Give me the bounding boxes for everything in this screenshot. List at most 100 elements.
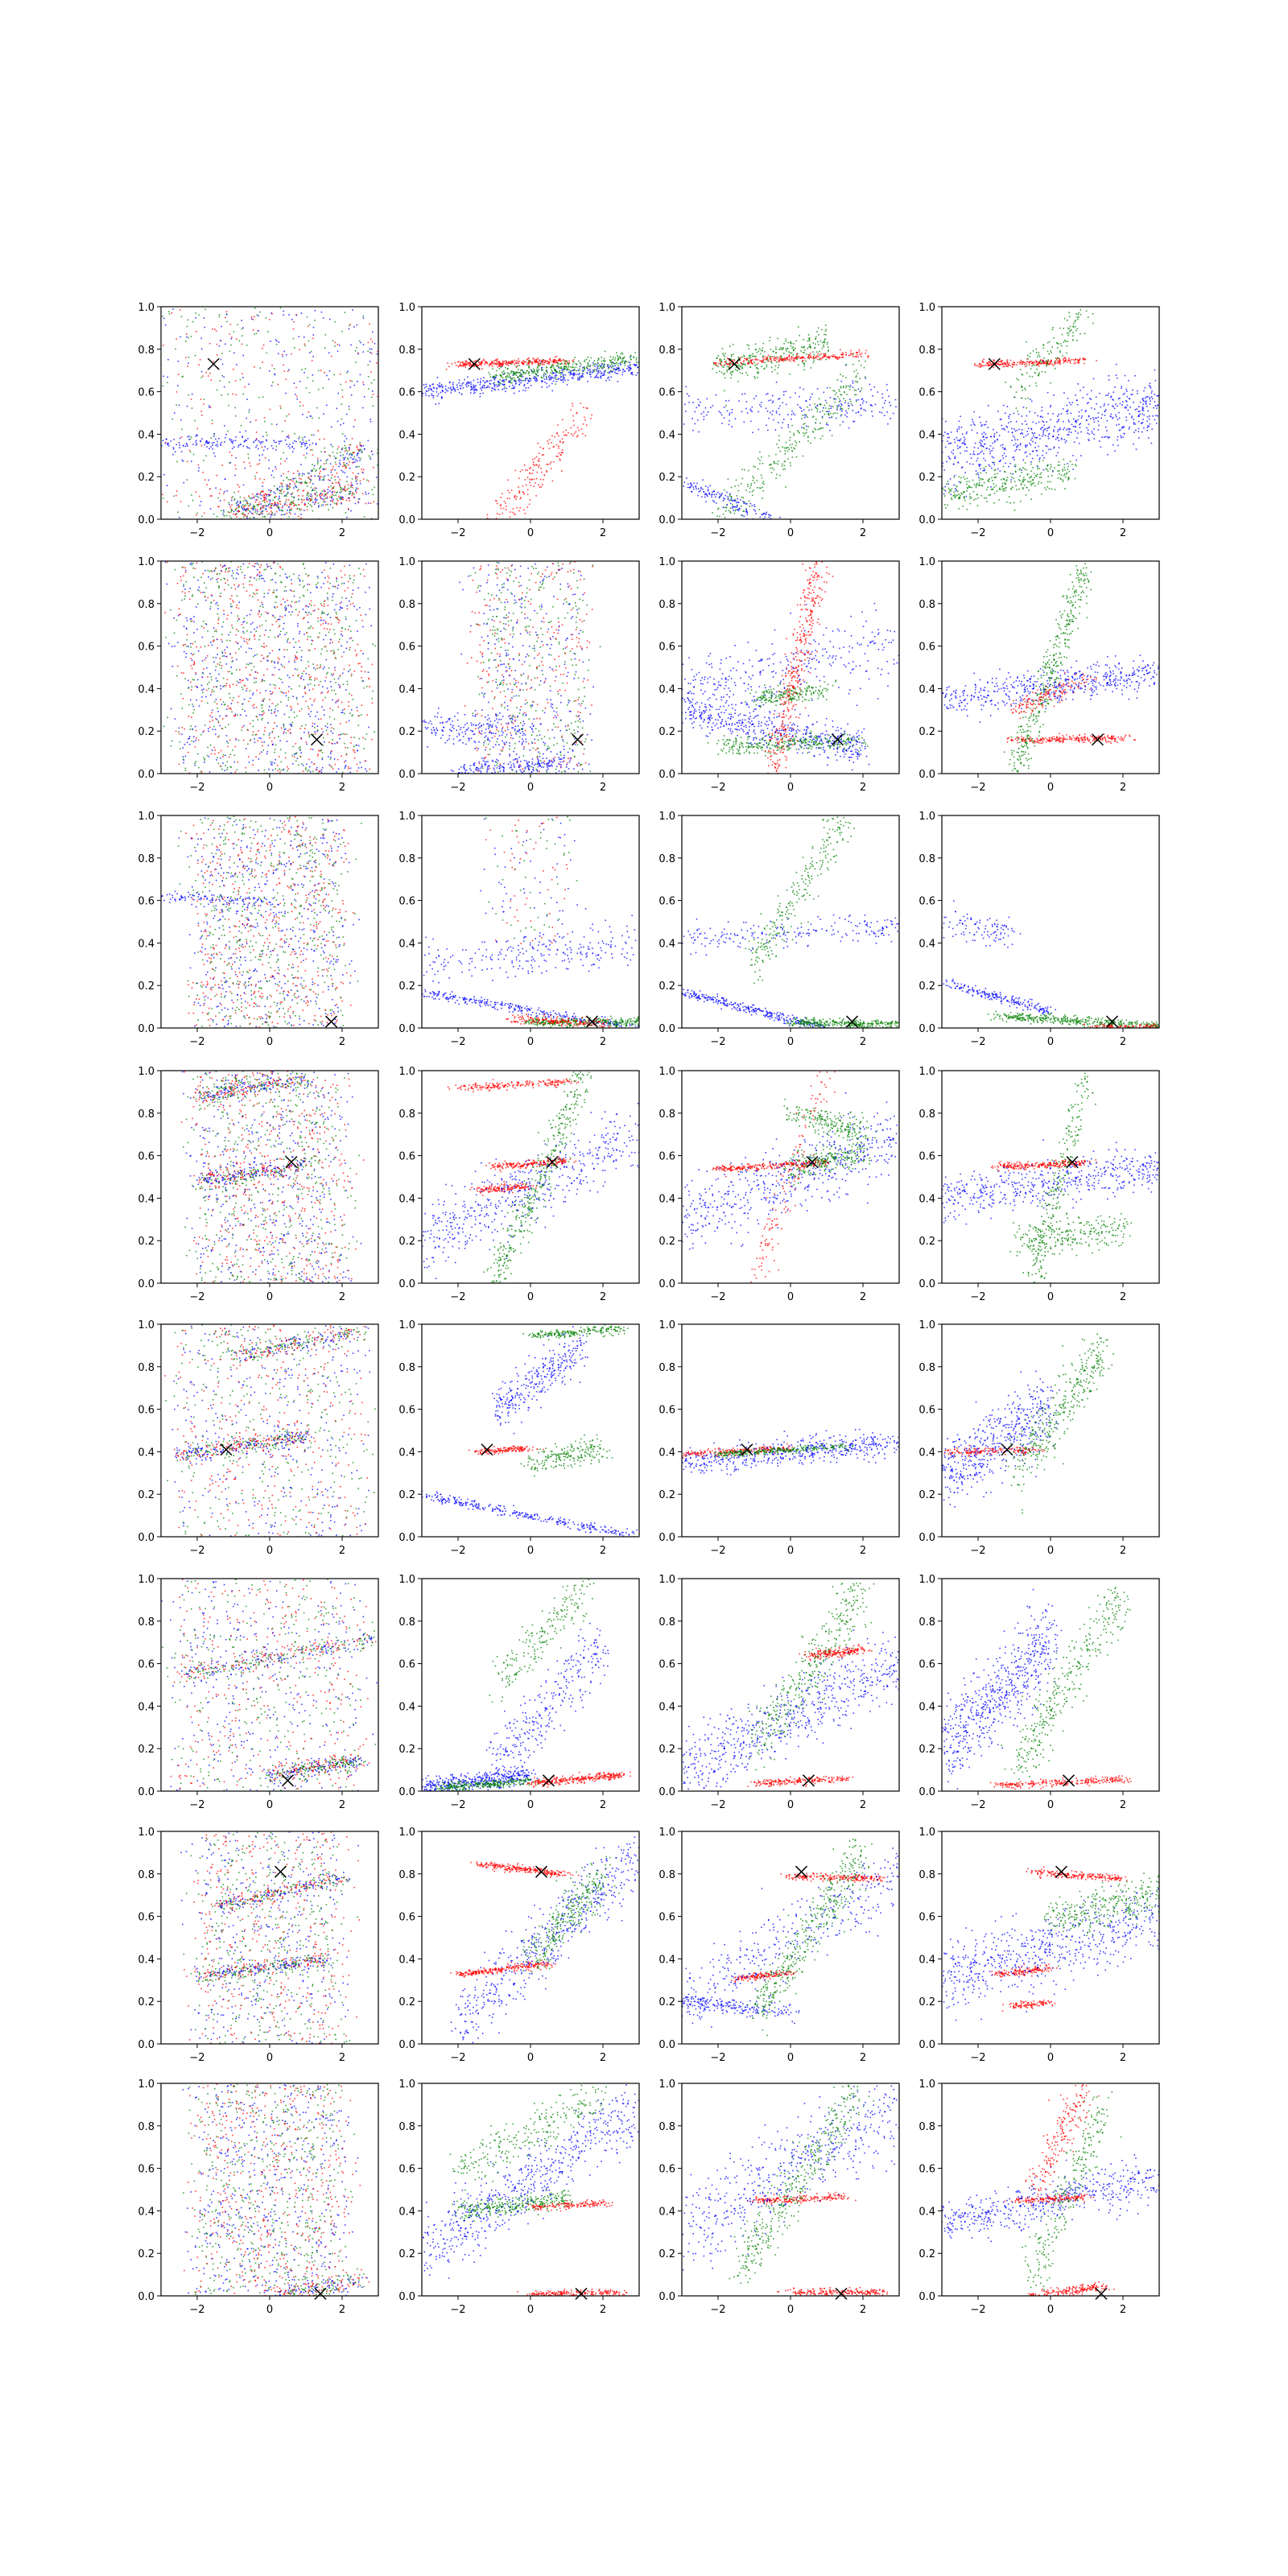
- data-point: [1029, 361, 1031, 362]
- data-point: [985, 420, 987, 423]
- data-point: [609, 371, 610, 374]
- data-point: [778, 447, 780, 448]
- data-point: [552, 446, 555, 448]
- data-point: [528, 372, 530, 374]
- data-point: [753, 504, 755, 506]
- data-point: [273, 485, 275, 487]
- data-point: [167, 444, 168, 445]
- data-point: [979, 365, 981, 367]
- data-point: [775, 453, 777, 456]
- data-point: [824, 413, 826, 415]
- data-point: [836, 357, 838, 359]
- data-point: [330, 444, 332, 446]
- data-point: [537, 361, 539, 364]
- data-point: [244, 440, 246, 442]
- data-point: [303, 343, 306, 345]
- data-point: [588, 374, 591, 375]
- data-point: [338, 495, 340, 497]
- data-point: [294, 504, 296, 506]
- data-point: [564, 379, 566, 381]
- data-point: [597, 368, 599, 369]
- data-point: [335, 457, 337, 459]
- data-point: [596, 370, 598, 372]
- data-point: [247, 503, 249, 505]
- data-point: [726, 410, 729, 412]
- data-point: [753, 355, 756, 357]
- data-point: [1108, 375, 1110, 377]
- data-point: [536, 359, 538, 361]
- data-point: [191, 407, 193, 409]
- data-point: [424, 392, 427, 394]
- data-point: [519, 375, 522, 378]
- data-point: [336, 452, 338, 454]
- data-point: [954, 456, 956, 457]
- data-point: [539, 360, 540, 362]
- data-point: [989, 362, 991, 365]
- data-point: [339, 485, 341, 487]
- data-point: [1058, 413, 1060, 415]
- data-point: [298, 504, 299, 506]
- data-point: [309, 352, 311, 353]
- data-point: [730, 354, 733, 356]
- data-point: [838, 404, 840, 406]
- data-point: [306, 416, 308, 419]
- data-point: [265, 508, 267, 510]
- data-point: [722, 500, 724, 502]
- data-point: [983, 439, 985, 440]
- data-point: [444, 386, 447, 387]
- data-point: [370, 451, 373, 452]
- data-point: [195, 317, 196, 319]
- data-point: [533, 478, 535, 481]
- data-point: [1021, 361, 1023, 363]
- data-point: [244, 509, 246, 510]
- data-point: [754, 378, 756, 379]
- data-point: [539, 478, 542, 481]
- data-point: [203, 460, 204, 461]
- data-point: [615, 363, 617, 365]
- data-point: [1144, 386, 1146, 389]
- data-point: [1084, 358, 1087, 360]
- data-point: [791, 347, 793, 349]
- data-point: [259, 311, 261, 313]
- data-point: [510, 511, 511, 513]
- data-point: [376, 362, 378, 364]
- data-point: [279, 440, 281, 443]
- data-point: [956, 428, 958, 431]
- data-point: [984, 469, 985, 472]
- data-point: [1014, 439, 1016, 441]
- data-point: [946, 433, 948, 435]
- data-point: [974, 442, 976, 444]
- data-point: [1125, 401, 1128, 402]
- data-point: [790, 342, 791, 344]
- data-point: [1018, 449, 1021, 451]
- data-point: [220, 489, 221, 490]
- data-point: [310, 415, 312, 417]
- data-point: [597, 365, 599, 367]
- data-point: [613, 365, 614, 367]
- data-point: [500, 382, 502, 384]
- data-point: [196, 514, 197, 516]
- data-point: [273, 491, 275, 493]
- data-point: [766, 410, 769, 412]
- data-point: [819, 357, 821, 359]
- data-point: [260, 503, 262, 505]
- data-point: [809, 347, 811, 349]
- data-point: [196, 435, 198, 436]
- data-point: [983, 457, 985, 460]
- data-point: [786, 447, 788, 448]
- data-point: [630, 354, 632, 357]
- data-point: [1146, 406, 1148, 407]
- data-point: [814, 347, 815, 349]
- data-point: [753, 489, 754, 491]
- data-point: [863, 366, 865, 369]
- data-point: [1053, 431, 1055, 432]
- data-point: [354, 350, 357, 352]
- data-point: [186, 444, 188, 445]
- data-point: [1121, 386, 1123, 387]
- data-point: [633, 357, 635, 358]
- data-point: [288, 314, 290, 316]
- data-point: [850, 349, 852, 352]
- data-point: [559, 441, 561, 443]
- data-point: [748, 469, 749, 472]
- data-point: [554, 375, 556, 377]
